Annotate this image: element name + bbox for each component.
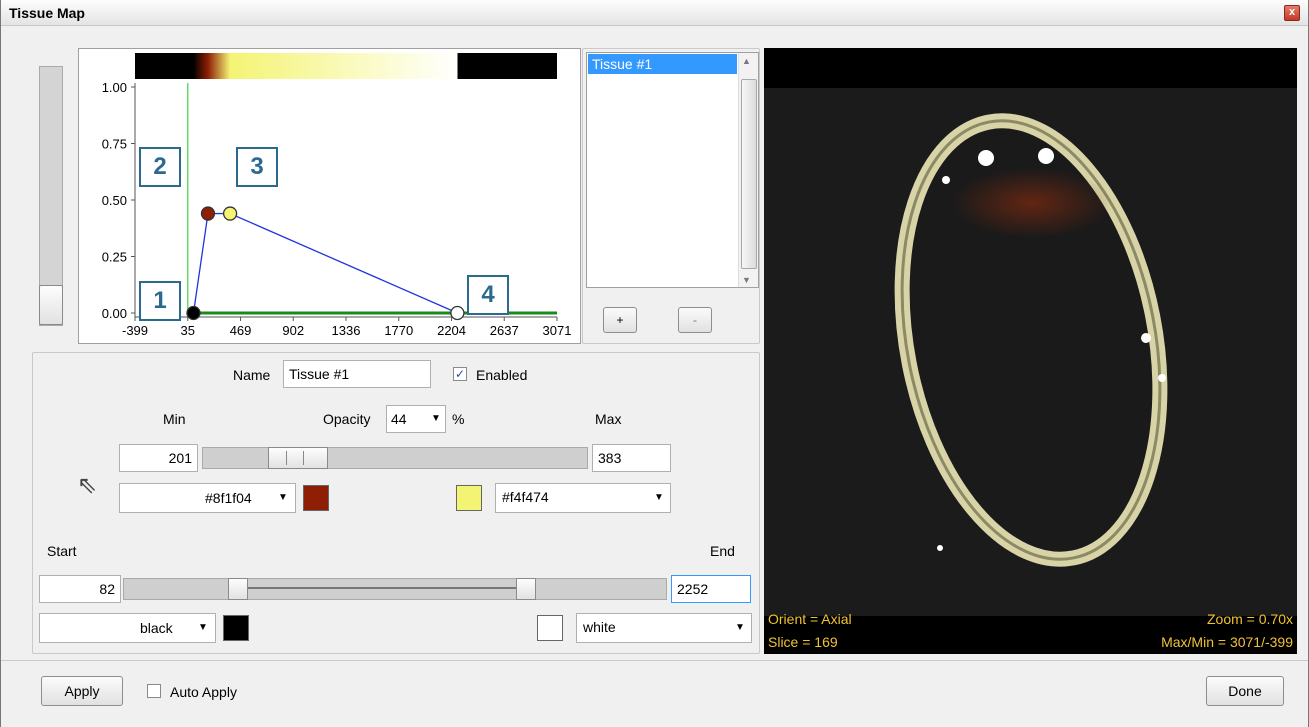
zoom-readout: Zoom = 0.70x: [1207, 611, 1293, 627]
close-button[interactable]: x: [1284, 5, 1300, 21]
tissue-list-panel: Tissue #1 ▲ ▼ + -: [582, 48, 760, 344]
callout-2: 2: [139, 147, 181, 187]
start-color-select[interactable]: black ▼: [39, 613, 216, 643]
apply-button[interactable]: Apply: [41, 676, 123, 706]
transfer-function-chart[interactable]: -399 35 469 902 1336 1770 2204 2637 3071 0.00 0.2…: [79, 49, 580, 343]
percent-label: %: [452, 411, 465, 427]
end-label: End: [710, 543, 735, 559]
min-value-input[interactable]: 201: [119, 444, 198, 472]
start-slider-handle[interactable]: [228, 578, 248, 600]
x-tick-label: 469: [230, 323, 252, 338]
start-label: Start: [47, 543, 77, 559]
y-tick-label: 0.25: [102, 250, 127, 265]
callout-1: 1: [139, 281, 181, 321]
control-point-4[interactable]: [450, 305, 465, 321]
name-input[interactable]: Tissue #1: [283, 360, 431, 388]
colorbar: [135, 53, 557, 79]
max-color-select[interactable]: #f4f474 ▼: [495, 483, 671, 513]
remove-tissue-button[interactable]: -: [678, 307, 712, 333]
chevron-down-icon: ▼: [431, 413, 441, 424]
vertical-zoom-slider[interactable]: [39, 66, 63, 326]
callout-4: 4: [467, 275, 509, 315]
start-color-swatch[interactable]: [223, 615, 249, 641]
opacity-label: Opacity: [323, 411, 371, 427]
y-tick-label: 0.00: [102, 306, 127, 321]
max-label: Max: [595, 411, 622, 427]
y-tick-label: 1.00: [102, 80, 127, 95]
control-point-3[interactable]: [222, 206, 238, 221]
min-color-select[interactable]: #8f1f04 ▼: [119, 483, 296, 513]
footer-divider: [1, 660, 1308, 661]
y-tick-labels: 0.00 0.25 0.50 0.75 1.00: [102, 80, 135, 321]
x-tick-label: 2204: [437, 323, 466, 338]
end-color-select[interactable]: white ▼: [576, 613, 752, 643]
orient-readout: Orient = Axial: [768, 611, 852, 627]
max-color-value: #f4f474: [502, 489, 549, 505]
x-tick-label: -399: [122, 323, 148, 338]
name-label: Name: [233, 367, 271, 383]
vertical-slider-handle[interactable]: [39, 285, 63, 325]
chevron-down-icon: ▼: [278, 492, 288, 503]
opacity-curve: [192, 212, 458, 314]
auto-apply-checkbox[interactable]: [147, 684, 161, 698]
y-tick-label: 0.50: [102, 193, 127, 208]
end-value-input[interactable]: 2252: [671, 575, 751, 603]
x-tick-label: 902: [282, 323, 304, 338]
enabled-checkbox[interactable]: ✓: [453, 367, 467, 381]
min-max-slider-handle[interactable]: [268, 447, 328, 469]
callout-3: 3: [236, 147, 278, 187]
transfer-function-chart-panel: -399 35 469 902 1336 1770 2204 2637 3071 0.00 0.2…: [78, 48, 581, 344]
cursor-icon: ⇖: [77, 472, 98, 499]
x-tick-label: 35: [181, 323, 195, 338]
window-title: Tissue Map: [9, 5, 85, 21]
max-value-input[interactable]: 383: [592, 444, 671, 472]
title-bar[interactable]: Tissue Map x: [1, 0, 1308, 26]
opacity-value: 44: [391, 411, 407, 427]
min-label: Min: [163, 411, 186, 427]
min-max-slider[interactable]: [202, 447, 588, 469]
tissue-editor-panel: Name Tissue #1 ✓ Enabled Min Opacity 44 …: [32, 352, 760, 654]
enabled-label: Enabled: [476, 367, 528, 383]
chevron-down-icon: ▼: [654, 492, 664, 503]
list-scrollbar[interactable]: ▲ ▼: [738, 53, 758, 287]
scroll-up-icon[interactable]: ▲: [742, 56, 751, 66]
ct-viewport[interactable]: Orient = Axial Zoom = 0.70x Slice = 169 …: [764, 48, 1297, 654]
start-color-value: black: [140, 620, 173, 636]
end-color-value: white: [583, 619, 616, 635]
scrollbar-thumb[interactable]: [741, 79, 757, 269]
scroll-down-icon[interactable]: ▼: [742, 275, 751, 285]
tissue-list[interactable]: Tissue #1 ▲ ▼: [586, 52, 759, 288]
start-value-input[interactable]: 82: [39, 575, 121, 603]
max-color-swatch[interactable]: [456, 485, 482, 511]
x-tick-label: 3071: [543, 323, 572, 338]
slice-readout: Slice = 169: [768, 634, 838, 650]
x-tick-labels: -399 35 469 902 1336 1770 2204 2637 3071: [122, 317, 571, 338]
done-button[interactable]: Done: [1206, 676, 1284, 706]
x-tick-label: 1336: [332, 323, 361, 338]
y-tick-label: 0.75: [102, 137, 127, 152]
chart-points[interactable]: [186, 206, 465, 321]
chevron-down-icon: ▼: [735, 622, 745, 633]
x-tick-label: 1770: [384, 323, 413, 338]
add-tissue-button[interactable]: +: [603, 307, 637, 333]
x-tick-label: 2637: [490, 323, 519, 338]
axial-skull-image: [894, 113, 1168, 567]
end-color-swatch[interactable]: [537, 615, 563, 641]
control-point-1[interactable]: [186, 305, 201, 321]
maxmin-readout: Max/Min = 3071/-399: [1161, 634, 1293, 650]
tissue-list-item[interactable]: Tissue #1: [588, 54, 737, 74]
auto-apply-label: Auto Apply: [170, 684, 237, 700]
control-point-2[interactable]: [200, 206, 216, 221]
opacity-select[interactable]: 44 ▼: [386, 405, 446, 433]
min-color-swatch[interactable]: [303, 485, 329, 511]
chevron-down-icon: ▼: [198, 622, 208, 633]
start-end-slider[interactable]: [123, 578, 667, 600]
end-slider-handle[interactable]: [516, 578, 536, 600]
scan-area[interactable]: Orient = Axial Zoom = 0.70x: [764, 88, 1297, 627]
min-color-value: #8f1f04: [205, 490, 252, 506]
